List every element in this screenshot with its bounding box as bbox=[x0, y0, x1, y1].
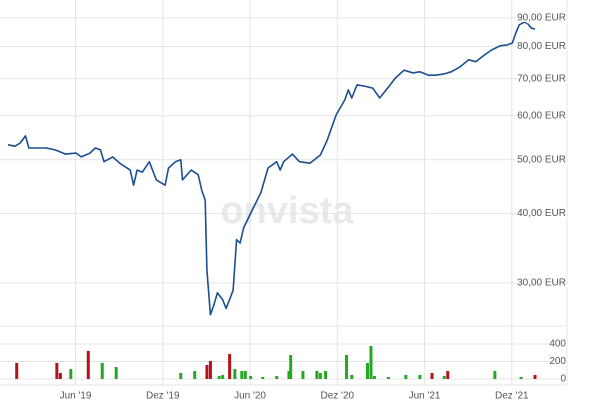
volume-bar bbox=[345, 355, 349, 379]
y-tick-label: 0 bbox=[560, 374, 566, 385]
volume-bar bbox=[261, 376, 265, 379]
volume-bar bbox=[243, 371, 247, 379]
volume-bar bbox=[350, 374, 354, 379]
y-tick-label: 200 bbox=[549, 356, 566, 367]
volume-bar bbox=[324, 371, 328, 379]
volume-bar bbox=[240, 371, 244, 379]
y-tick-label: 50,00 EUR bbox=[517, 154, 566, 165]
x-tick-label: Jun '20 bbox=[234, 391, 266, 402]
volume-bar bbox=[205, 364, 209, 379]
volume-bar bbox=[442, 376, 446, 379]
volume-bar bbox=[519, 376, 523, 379]
price-line bbox=[7, 21, 536, 316]
volume-bar bbox=[386, 376, 390, 379]
y-tick-label: 60,00 EUR bbox=[517, 110, 566, 121]
volume-bar bbox=[404, 374, 408, 379]
volume-bar bbox=[369, 345, 373, 379]
volume-bar bbox=[318, 372, 322, 379]
y-tick-label: 80,00 EUR bbox=[517, 41, 566, 52]
volume-bar bbox=[493, 371, 497, 379]
volume-bar bbox=[315, 371, 319, 379]
y-tick-label: 400 bbox=[549, 339, 566, 350]
volume-bar bbox=[69, 369, 73, 379]
volume-bar bbox=[301, 371, 305, 379]
volume-bar bbox=[15, 362, 19, 379]
volume-bar bbox=[372, 376, 376, 379]
volume-bar bbox=[100, 362, 104, 379]
volume-bar bbox=[228, 353, 232, 379]
volume-bar bbox=[86, 350, 90, 379]
y-tick-label: 30,00 EUR bbox=[517, 278, 566, 289]
volume-bar bbox=[58, 372, 62, 379]
volume-bar bbox=[179, 372, 183, 379]
volume-bar bbox=[233, 369, 237, 379]
volume-bar bbox=[533, 374, 537, 379]
y-tick-label: 90,00 EUR bbox=[517, 13, 566, 24]
x-tick-label: Jun '21 bbox=[409, 391, 441, 402]
y-tick-label: 40,00 EUR bbox=[517, 208, 566, 219]
volume-bar bbox=[114, 367, 118, 379]
volume-bar bbox=[430, 372, 434, 379]
volume-bar bbox=[208, 360, 212, 379]
volume-bar bbox=[221, 374, 225, 379]
volume-bar bbox=[289, 355, 293, 379]
x-tick-label: Dez '20 bbox=[320, 391, 354, 402]
volume-bar bbox=[446, 371, 450, 379]
volume-bar bbox=[217, 376, 221, 379]
x-tick-label: Dez '19 bbox=[146, 391, 180, 402]
volume-bar bbox=[55, 362, 59, 379]
volume-bar bbox=[287, 371, 291, 379]
volume-bar bbox=[193, 371, 197, 379]
volume-bar bbox=[249, 376, 253, 379]
volume-bar bbox=[418, 374, 422, 379]
volume-bar bbox=[365, 362, 369, 379]
y-tick-label: 70,00 EUR bbox=[517, 73, 566, 84]
volume-bar bbox=[275, 376, 279, 379]
x-tick-label: Jun '19 bbox=[60, 391, 92, 402]
watermark: onvista bbox=[220, 190, 354, 232]
x-tick-label: Dez '21 bbox=[495, 391, 529, 402]
